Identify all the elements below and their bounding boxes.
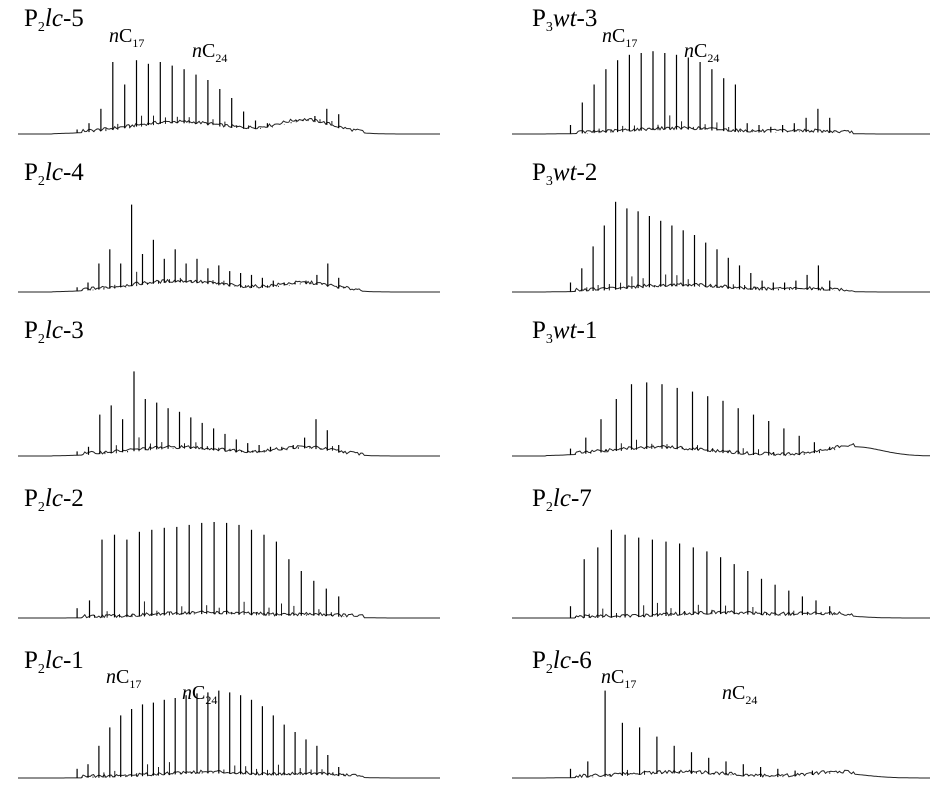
title-sample-number: -5 (62, 5, 84, 32)
annotation-n: n (192, 40, 202, 62)
title-sample-number: -4 (62, 159, 84, 186)
annotation-n: n (106, 666, 116, 688)
title-letter: P (532, 5, 546, 32)
title-formation: wt (552, 159, 577, 186)
baseline-p2lc-4 (18, 278, 440, 293)
title-subscript: 3 (545, 20, 553, 35)
title-letter: P (24, 159, 38, 186)
baseline-p3wt-3 (512, 125, 930, 135)
annotation-carbon-number: 24 (215, 51, 228, 65)
title-sample-number: -7 (570, 485, 592, 512)
title-subscript: 3 (545, 174, 553, 189)
title-formation: lc (44, 317, 63, 344)
title-subscript: 2 (37, 332, 45, 347)
annotation-n: n (601, 666, 611, 688)
title-letter: P (24, 317, 38, 344)
annotation-c: C (612, 25, 626, 47)
annotation-nc17-p3wt-3: nC17 (602, 26, 637, 53)
panel-title-p2lc-7: P2lc-7 (532, 486, 592, 520)
baseline-p3wt-1 (512, 443, 930, 457)
title-sample-number: -6 (570, 647, 592, 674)
annotation-n: n (684, 40, 694, 62)
title-sample-number: -2 (62, 485, 84, 512)
annotation-c: C (116, 666, 130, 688)
title-sample-number: -1 (576, 317, 598, 344)
title-letter: P (532, 485, 546, 512)
title-subscript: 2 (37, 174, 45, 189)
annotation-nc17-p2lc-5: nC17 (109, 26, 144, 53)
title-sample-number: -2 (576, 159, 598, 186)
panel-title-p3wt-1: P3wt-1 (532, 318, 597, 352)
annotation-nc17-p2lc-6: nC17 (601, 667, 636, 694)
title-subscript: 3 (545, 332, 553, 347)
panel-title-p2lc-5: P2lc-5 (24, 6, 84, 40)
title-subscript: 2 (545, 500, 553, 515)
annotation-nc24-p3wt-3: nC24 (684, 41, 719, 68)
annotation-carbon-number: 24 (745, 693, 758, 707)
baseline-p2lc-2 (18, 610, 440, 619)
title-letter: P (24, 5, 38, 32)
panel-title-p2lc-4: P2lc-4 (24, 160, 84, 194)
baseline-p2lc-6 (512, 769, 930, 779)
panel-title-p2lc-6: P2lc-6 (532, 648, 592, 682)
annotation-n: n (109, 25, 119, 47)
annotation-n: n (722, 682, 732, 704)
annotation-carbon-number: 17 (132, 36, 145, 50)
title-subscript: 2 (37, 500, 45, 515)
annotation-carbon-number: 17 (624, 677, 637, 691)
annotation-c: C (192, 682, 206, 704)
title-letter: P (532, 317, 546, 344)
title-subscript: 2 (37, 662, 45, 677)
baseline-p2lc-1 (18, 769, 440, 779)
title-subscript: 2 (545, 662, 553, 677)
annotation-c: C (202, 40, 216, 62)
baseline-p3wt-2 (512, 282, 930, 293)
title-letter: P (24, 647, 38, 674)
title-formation: lc (552, 485, 571, 512)
title-letter: P (532, 647, 546, 674)
title-formation: lc (552, 647, 571, 674)
title-formation: wt (552, 317, 577, 344)
annotation-c: C (119, 25, 133, 47)
panel-title-p2lc-1: P2lc-1 (24, 648, 84, 682)
baseline-p2lc-3 (18, 444, 440, 457)
annotation-nc24-p2lc-6: nC24 (722, 683, 757, 710)
annotation-n: n (602, 25, 612, 47)
title-letter: P (24, 485, 38, 512)
baseline-p2lc-5 (18, 117, 440, 135)
panel-title-p2lc-2: P2lc-2 (24, 486, 84, 520)
panel-title-p2lc-3: P2lc-3 (24, 318, 84, 352)
title-sample-number: -3 (576, 5, 598, 32)
annotation-carbon-number: 17 (625, 36, 638, 50)
annotation-carbon-number: 24 (707, 51, 720, 65)
annotation-n: n (182, 682, 192, 704)
title-formation: lc (44, 159, 63, 186)
title-letter: P (532, 159, 546, 186)
annotation-carbon-number: 24 (205, 693, 218, 707)
title-formation: wt (552, 5, 577, 32)
annotation-nc24-p2lc-5: nC24 (192, 41, 227, 68)
title-sample-number: -3 (62, 317, 84, 344)
title-formation: lc (44, 647, 63, 674)
panel-title-p3wt-2: P3wt-2 (532, 160, 597, 194)
annotation-c: C (694, 40, 708, 62)
annotation-nc17-p2lc-1: nC17 (106, 667, 141, 694)
title-sample-number: -1 (62, 647, 84, 674)
annotation-c: C (611, 666, 625, 688)
title-subscript: 2 (37, 20, 45, 35)
annotation-carbon-number: 17 (129, 677, 142, 691)
annotation-c: C (732, 682, 746, 704)
title-formation: lc (44, 485, 63, 512)
annotation-nc24-p2lc-1: nC24 (182, 683, 217, 710)
panel-title-p3wt-3: P3wt-3 (532, 6, 597, 40)
title-formation: lc (44, 5, 63, 32)
